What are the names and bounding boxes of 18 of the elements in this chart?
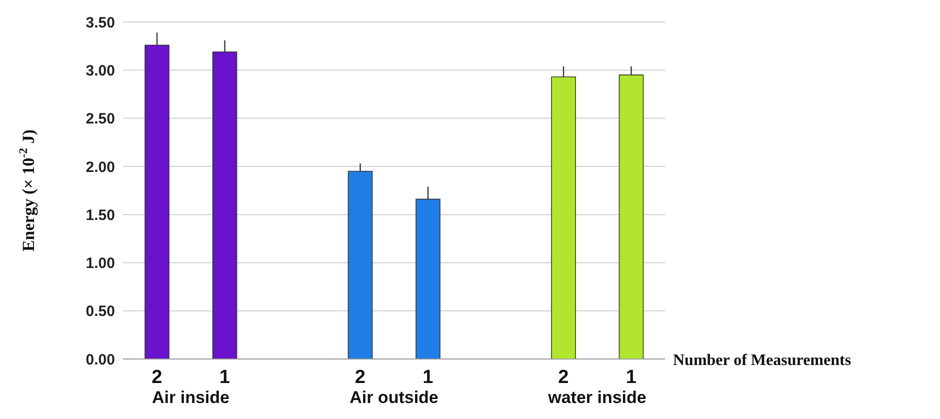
y-tick-label: 3.50 [86, 14, 115, 32]
x-tick-label: 2 [152, 367, 162, 388]
text: Air inside [152, 388, 230, 407]
y-tick-label: 3.00 [86, 62, 115, 80]
x-tick-label: 1 [422, 367, 434, 388]
x-tick-label: 2 [354, 367, 366, 388]
text: Air outside [350, 388, 438, 407]
y-tick-label: 1.00 [86, 255, 115, 272]
y-tick-label: 2.00 [86, 158, 115, 176]
y-tick-label: 0.50 [86, 303, 115, 320]
y-tick-label: 1.50 [86, 206, 115, 224]
x-axis-title: Number of Measurements [673, 352, 852, 369]
x-tick-label: 2 [558, 367, 569, 388]
x-tick-label: 1 [219, 367, 230, 388]
y-tick-label: 2.50 [86, 110, 115, 128]
text: water inside [547, 388, 646, 407]
x-tick-label: 1 [626, 367, 637, 388]
y-tick-label: 0.00 [86, 351, 115, 368]
